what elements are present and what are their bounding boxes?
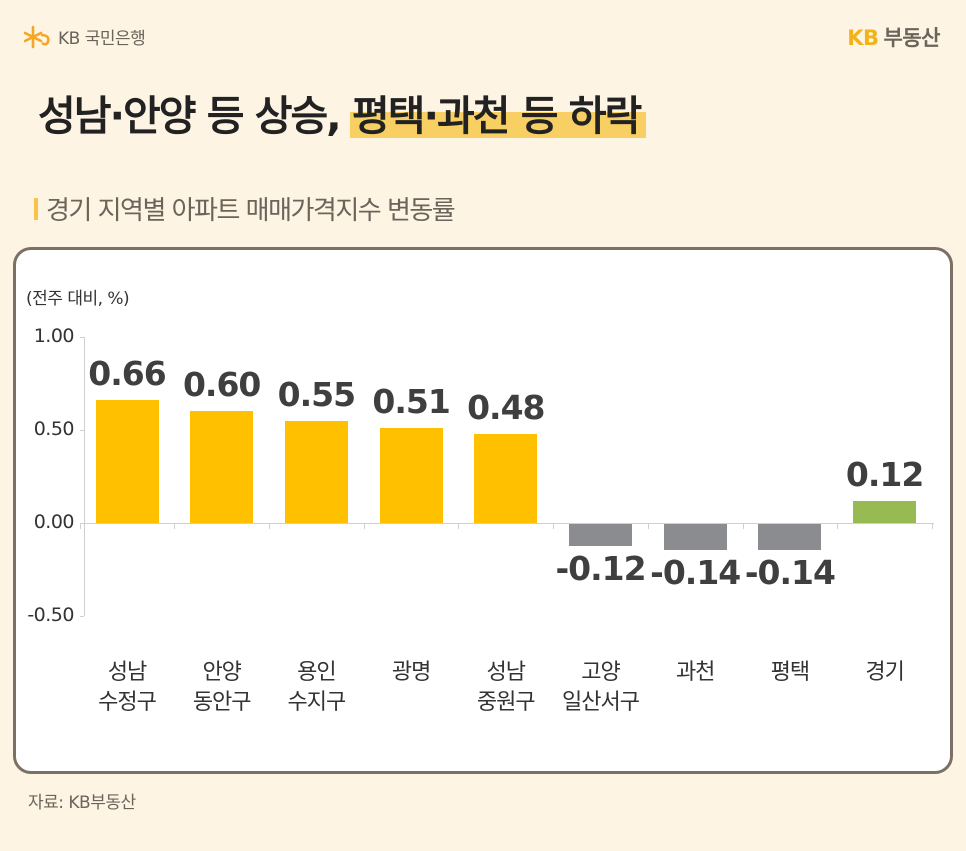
x-category-label: 평택 [735, 658, 845, 688]
x-tick-mark [269, 523, 271, 529]
bar-value-label: -0.14 [744, 553, 836, 593]
category-line-1: 평택 [770, 660, 810, 685]
x-tick-mark [647, 523, 649, 529]
subtitle-accent-bar [34, 197, 38, 220]
x-tick-mark [553, 523, 555, 529]
bar-value-label: 0.60 [182, 365, 261, 405]
category-line-1: 안양 [202, 660, 241, 685]
x-tick-mark [742, 523, 744, 529]
bar [190, 411, 254, 523]
category-line-1: 경기 [865, 660, 904, 685]
bar [853, 500, 917, 523]
title-rise: 성남·안양 등 상승, [38, 92, 342, 140]
x-tick-mark [931, 523, 933, 529]
y-tick-mark [80, 337, 84, 338]
y-axis-unit: (전주 대비, %) [26, 289, 130, 309]
bar [569, 524, 632, 547]
bar [663, 524, 727, 551]
y-axis-line [84, 337, 85, 616]
bank-name: KB 국민은행 [58, 29, 146, 49]
y-tick-mark [80, 523, 84, 524]
category-line-1: 고양 [581, 660, 620, 685]
title-fall-highlight: 평택·과천 등 하락 [350, 92, 647, 140]
x-tick-mark [79, 523, 81, 529]
x-tick-mark [837, 523, 839, 529]
category-line-2: 일산서구 [562, 690, 640, 715]
bar-value-label: -0.14 [650, 553, 741, 593]
bar [474, 433, 538, 523]
x-category-label: 광명 [356, 658, 466, 688]
bar-value-label: 0.66 [88, 354, 166, 394]
source-note: 자료: KB부동산 [28, 793, 136, 813]
x-tick-mark [363, 523, 365, 529]
chart-subtitle: 경기 지역별 아파트 매매가격지수 변동률 [34, 190, 456, 227]
category-line-2: 수정구 [98, 690, 157, 715]
brand-name: 부동산 [883, 26, 941, 50]
kb-kookmin-bank-logo: KB 국민은행 [24, 24, 146, 49]
page-title: 성남·안양 등 상승, 평택·과천 등 하락 [38, 82, 647, 142]
kb-real-estate-logo: KB 부동산 [847, 22, 940, 52]
bar [379, 428, 443, 523]
category-line-1: 성남 [107, 660, 147, 685]
bar-value-label: 0.12 [845, 454, 924, 494]
bar-value-label: 0.48 [467, 387, 545, 427]
subtitle-text: 경기 지역별 아파트 매매가격지수 변동률 [46, 196, 456, 226]
x-category-label: 경기 [830, 658, 940, 688]
category-line-1: 용인 [297, 660, 336, 685]
category-line-2: 동안구 [192, 690, 252, 715]
y-tick-label: 1.00 [33, 325, 75, 347]
category-line-1: 광명 [391, 660, 431, 685]
bar-value-label: -0.12 [555, 549, 646, 589]
y-tick-label: -0.50 [27, 604, 74, 626]
y-tick-mark [80, 430, 84, 431]
kb-star-icon [24, 25, 50, 48]
bar-value-label: 0.55 [277, 374, 356, 414]
y-tick-label: 0.00 [33, 511, 75, 533]
category-line-1: 성남 [486, 660, 526, 685]
bar-value-label: 0.51 [372, 382, 450, 422]
x-axis-line [84, 523, 934, 524]
x-tick-mark [174, 523, 176, 529]
y-tick-mark [80, 616, 84, 617]
x-tick-mark [458, 523, 460, 529]
y-tick-label: 0.50 [33, 418, 75, 440]
bar [758, 524, 822, 551]
category-line-2: 중원구 [476, 690, 536, 715]
category-line-2: 수지구 [287, 690, 347, 715]
bar [284, 420, 348, 523]
x-category-label: 과천 [640, 658, 750, 688]
brand-kb: KB [847, 26, 879, 50]
category-line-1: 과천 [675, 660, 715, 685]
bar [95, 400, 159, 523]
